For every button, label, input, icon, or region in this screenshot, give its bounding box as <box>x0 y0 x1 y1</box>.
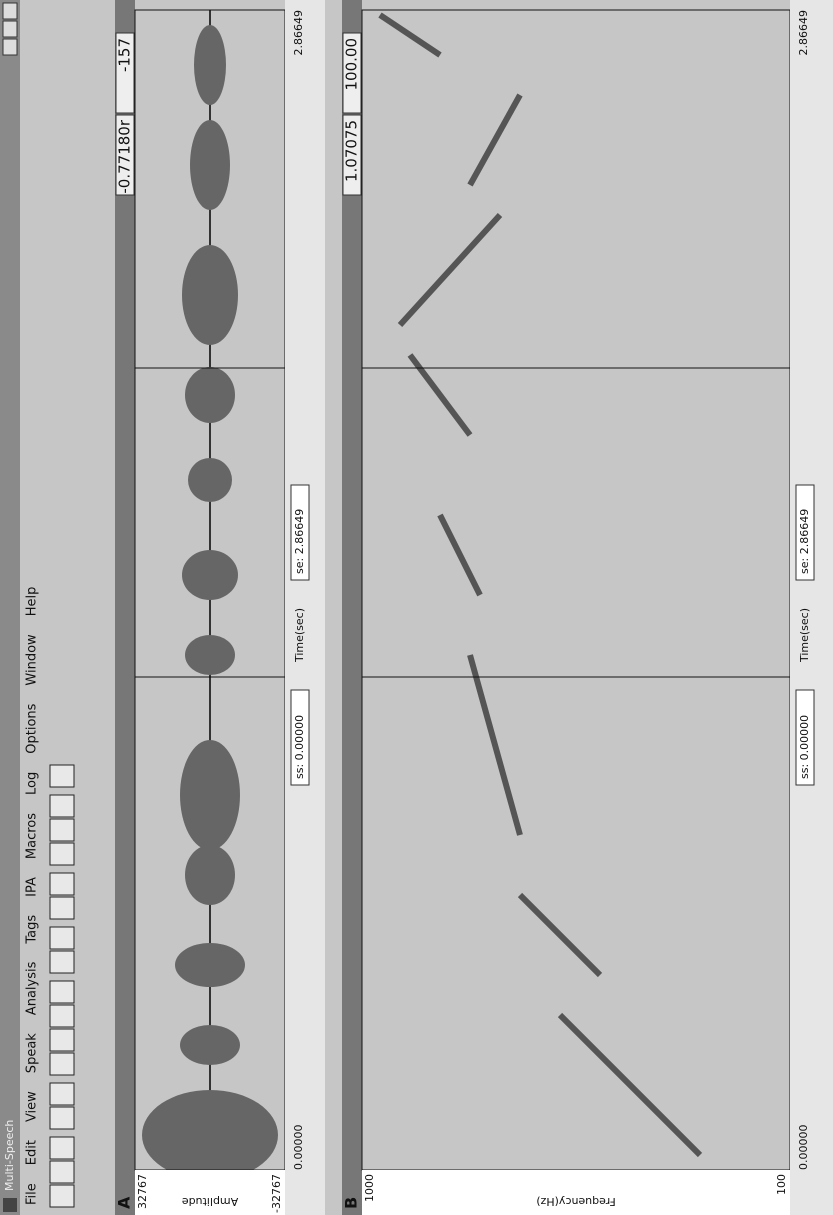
menu-item[interactable]: Edit <box>25 1140 40 1165</box>
cursor-value: 1.07075 <box>343 120 361 182</box>
tool-button[interactable] <box>50 1107 74 1129</box>
x-end-label: 2.86649 <box>292 10 305 56</box>
maximize-button[interactable] <box>3 21 17 37</box>
tool-button[interactable] <box>50 819 74 841</box>
window-buttons[interactable] <box>3 3 17 55</box>
menu-item[interactable]: Log <box>25 772 40 795</box>
x-end-label: 2.86649 <box>797 10 810 56</box>
tool-button[interactable] <box>50 951 74 973</box>
menu-item[interactable]: Speak <box>25 1033 40 1073</box>
close-button[interactable] <box>3 3 17 19</box>
tool-button[interactable] <box>50 981 74 1003</box>
y-axis-label: Frequency(Hz) <box>536 1195 615 1208</box>
tool-button[interactable] <box>50 1005 74 1027</box>
pitch-trace <box>380 15 700 1155</box>
screen: Multi-Speech File Edit View Speak Analysis Ta… <box>0 0 833 1215</box>
tool-button[interactable] <box>50 1185 74 1207</box>
menu-item[interactable]: Tags <box>25 915 40 945</box>
tool-button[interactable] <box>50 1029 74 1051</box>
cursor-amplitude: 100.00 <box>343 38 361 91</box>
se-value: se: 2.86649 <box>798 509 811 574</box>
panel-letter: B <box>342 1197 361 1209</box>
y-bottom-label: -32767 <box>270 1174 283 1213</box>
menu-item[interactable]: Options <box>25 703 40 753</box>
ss-value: ss: 0.00000 <box>293 715 306 779</box>
tool-button[interactable] <box>50 1137 74 1159</box>
tool-button[interactable] <box>50 897 74 919</box>
ss-value: ss: 0.00000 <box>798 715 811 779</box>
x-start-label: 0.00000 <box>292 1125 305 1171</box>
menu-item[interactable]: IPA <box>25 877 40 897</box>
cursor-value: -0.77180r <box>116 119 134 193</box>
toolbar <box>44 0 80 1215</box>
label-background <box>790 0 833 1215</box>
page: Multi-Speech File Edit View Speak Analysis Ta… <box>0 0 833 1215</box>
tool-button[interactable] <box>50 927 74 949</box>
menu-item[interactable]: Window <box>25 634 40 686</box>
tool-button[interactable] <box>50 1083 74 1105</box>
tool-button[interactable] <box>50 795 74 817</box>
y-top-label: 1000 <box>363 1174 376 1202</box>
se-value: se: 2.86649 <box>293 509 306 574</box>
menu-bar: File Edit View Speak Analysis Tags IPA Macros Lo… <box>20 0 44 1215</box>
cursor-amplitude: -157 <box>116 38 134 72</box>
x-axis-label: Time(sec) <box>293 608 306 663</box>
window-title: Multi-Speech <box>3 1120 16 1191</box>
y-top-label: 32767 <box>136 1174 149 1209</box>
menu-item[interactable]: Analysis <box>25 961 40 1015</box>
y-bottom-label: 100 <box>775 1174 788 1195</box>
minimize-button[interactable] <box>3 39 17 55</box>
tool-button[interactable] <box>50 843 74 865</box>
app-icon <box>3 1198 17 1212</box>
tool-button[interactable] <box>50 1161 74 1183</box>
tool-button[interactable] <box>50 1053 74 1075</box>
tool-button[interactable] <box>50 765 74 787</box>
menu-item[interactable]: View <box>25 1091 40 1122</box>
plot-area <box>362 10 790 1170</box>
waveform <box>142 10 278 1180</box>
x-axis-label: Time(sec) <box>798 608 811 663</box>
title-bar <box>0 0 20 1215</box>
tool-button[interactable] <box>50 873 74 895</box>
window: Multi-Speech File Edit View Speak Analysis Ta… <box>0 0 833 1215</box>
x-start-label: 0.00000 <box>797 1125 810 1171</box>
panel-letter: A <box>115 1196 134 1209</box>
menu-item[interactable]: File <box>25 1183 40 1205</box>
menu-item[interactable]: Help <box>25 587 40 617</box>
y-axis-label: Amplitude <box>182 1195 239 1208</box>
menu-item[interactable]: Macros <box>25 813 40 859</box>
